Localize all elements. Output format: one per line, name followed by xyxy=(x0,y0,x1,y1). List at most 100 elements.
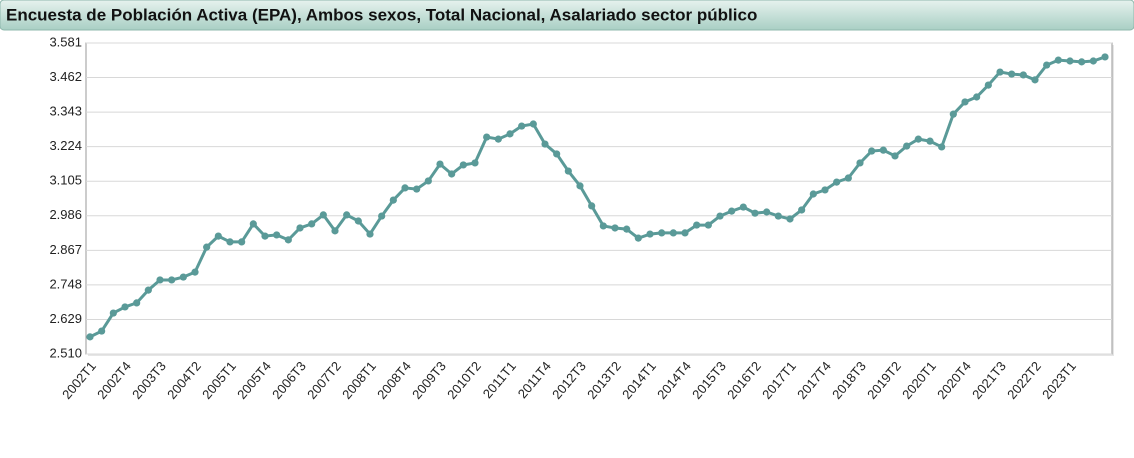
point xyxy=(483,133,491,141)
point xyxy=(1008,70,1016,78)
point xyxy=(518,122,526,130)
y-tick-label: 2.629 xyxy=(49,311,82,326)
y-tick-label: 2.867 xyxy=(49,242,82,257)
point xyxy=(238,238,246,246)
point xyxy=(716,212,724,220)
point xyxy=(926,137,934,145)
point xyxy=(739,203,747,211)
point xyxy=(786,215,794,223)
point xyxy=(903,142,911,150)
point xyxy=(809,190,817,198)
x-tick-label: 2023T1 xyxy=(1039,358,1079,401)
x-tick-label: 2012T3 xyxy=(549,358,589,401)
point xyxy=(529,120,537,128)
point xyxy=(413,185,421,193)
point xyxy=(1031,76,1039,84)
point xyxy=(436,160,444,168)
x-tick-label: 2014T1 xyxy=(619,358,659,401)
y-tick-label: 2.986 xyxy=(49,207,82,222)
point xyxy=(856,159,864,167)
point xyxy=(868,147,876,155)
point xyxy=(343,211,351,219)
point xyxy=(774,212,782,220)
point xyxy=(308,220,316,228)
point xyxy=(1043,61,1051,69)
x-tick-label: 2002T4 xyxy=(94,358,134,401)
point xyxy=(821,186,829,194)
x-tick-label: 2002T1 xyxy=(59,358,99,401)
x-tick-label: 2015T3 xyxy=(689,358,729,401)
y-tick-label: 2.510 xyxy=(49,345,82,360)
point xyxy=(86,333,94,341)
point xyxy=(133,299,141,307)
point xyxy=(156,276,164,284)
point xyxy=(541,140,549,148)
point xyxy=(938,143,946,151)
point xyxy=(611,224,619,232)
x-tick-label: 2022T2 xyxy=(1004,358,1044,401)
point xyxy=(1089,57,1097,65)
x-tick-label: 2021T3 xyxy=(969,358,1009,401)
point xyxy=(1054,56,1062,64)
point xyxy=(249,220,257,228)
point xyxy=(389,196,397,204)
point xyxy=(763,208,771,216)
point xyxy=(203,243,211,251)
point xyxy=(844,174,852,182)
x-tick-label: 2009T3 xyxy=(409,358,449,401)
x-tick-label: 2010T2 xyxy=(444,358,484,401)
point xyxy=(459,161,467,169)
x-tick-label: 2008T4 xyxy=(374,358,414,401)
y-tick-label: 2.748 xyxy=(49,276,82,291)
x-tick-label: 2016T2 xyxy=(724,358,764,401)
x-tick-label: 2019T2 xyxy=(864,358,904,401)
point xyxy=(506,130,514,138)
point xyxy=(576,182,584,190)
x-tick-label: 2018T3 xyxy=(829,358,869,401)
x-tick-label: 2006T3 xyxy=(269,358,309,401)
point xyxy=(331,227,339,235)
point xyxy=(751,209,759,217)
x-tick-label: 2020T1 xyxy=(899,358,939,401)
point xyxy=(1101,53,1109,61)
point xyxy=(179,273,187,281)
point xyxy=(448,170,456,178)
point xyxy=(949,110,957,118)
x-tick-label: 2020T4 xyxy=(934,358,974,401)
point xyxy=(1078,58,1086,66)
x-tick-label: 2011T4 xyxy=(515,358,554,401)
point xyxy=(658,229,666,237)
y-tick-label: 3.343 xyxy=(49,104,82,119)
point xyxy=(833,178,841,186)
x-tick-label: 2005T1 xyxy=(199,358,239,401)
plot-area xyxy=(85,42,1113,355)
point xyxy=(284,236,292,244)
point xyxy=(98,327,106,335)
point xyxy=(191,268,199,276)
point xyxy=(669,229,677,237)
point xyxy=(646,230,654,238)
point xyxy=(623,225,631,233)
point xyxy=(354,217,362,225)
y-tick-label: 3.224 xyxy=(49,138,82,153)
point xyxy=(553,150,561,158)
point xyxy=(109,309,117,317)
point xyxy=(879,146,887,154)
point xyxy=(996,68,1004,76)
point xyxy=(588,202,596,210)
point xyxy=(144,286,152,294)
point xyxy=(914,135,922,143)
title-bar xyxy=(0,0,1134,31)
x-tick-label: 2014T4 xyxy=(654,358,694,401)
point xyxy=(401,184,409,192)
point xyxy=(1019,71,1027,79)
y-tick-label: 3.462 xyxy=(49,69,82,84)
point xyxy=(961,98,969,106)
y-tick-label: 3.581 xyxy=(49,34,82,49)
point xyxy=(424,177,432,185)
x-tick-label: 2017T4 xyxy=(794,358,834,401)
point xyxy=(226,238,234,246)
x-tick-label: 2011T1 xyxy=(480,358,519,401)
chart-title: Encuesta de Población Activa (EPA), Ambo… xyxy=(6,5,757,24)
